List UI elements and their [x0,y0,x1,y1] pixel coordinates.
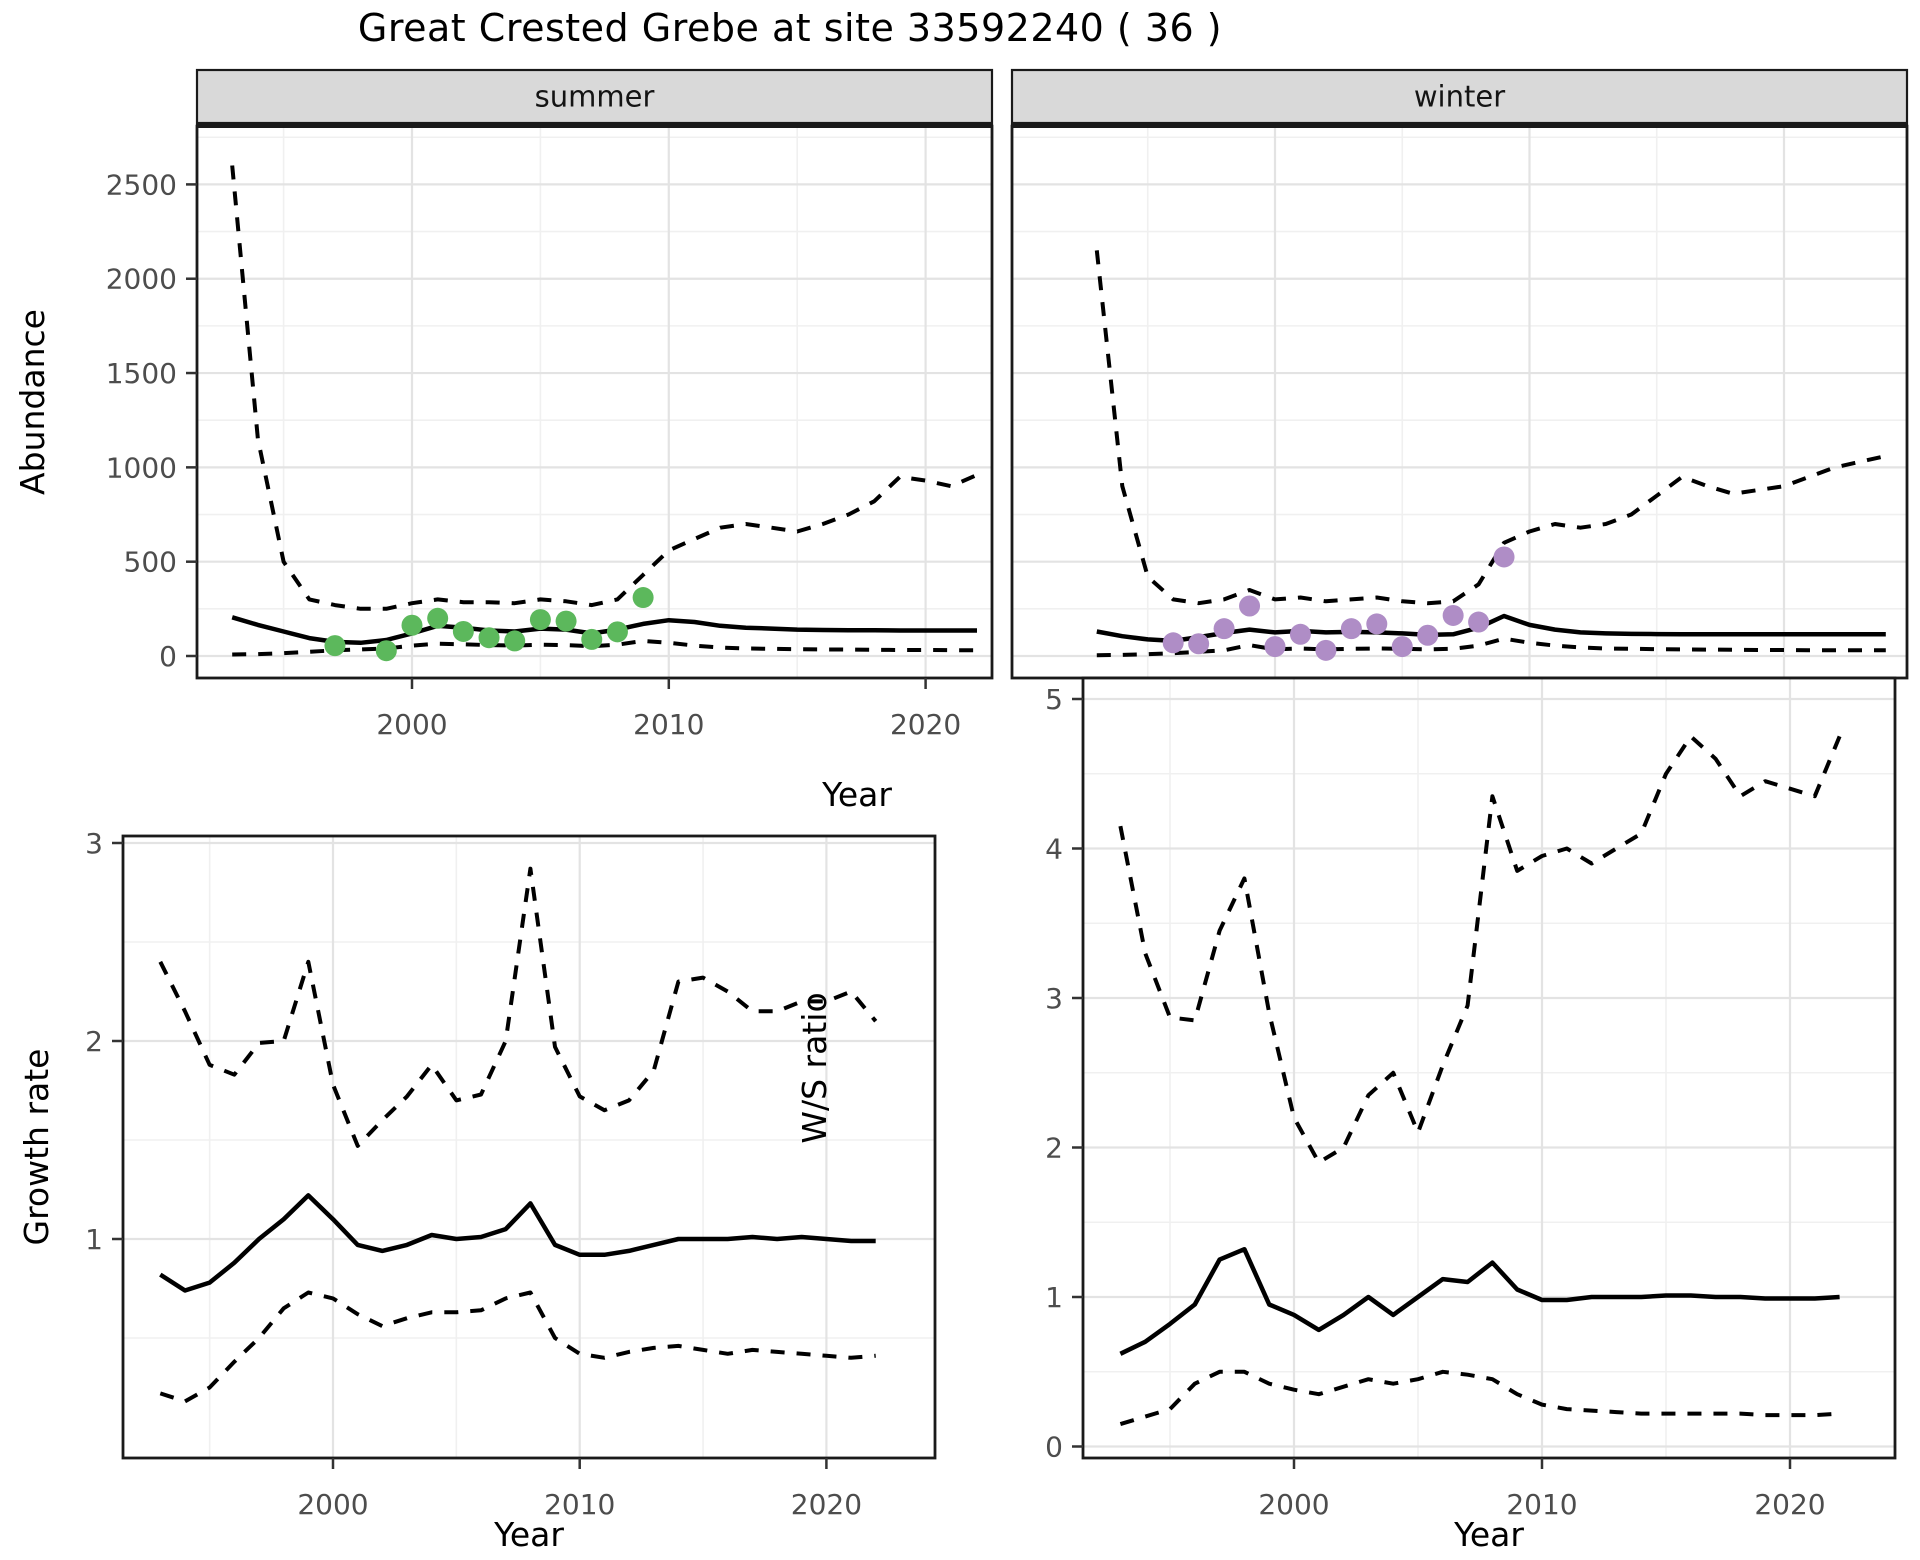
x-tick-label: 2010 [544,1488,615,1521]
abundance-summer-observation-point [632,587,654,609]
y-tick-label: 2000 [106,263,177,296]
x-tick-label: 2010 [1506,1488,1577,1521]
y-tick-label: 1500 [106,357,177,390]
y-tick-label: 1 [85,1223,103,1256]
abundance-winter-observation-point [1366,613,1388,635]
abundance-winter-observation-point [1162,632,1184,654]
abundance-summer-observation-point [452,620,474,642]
abundance-summer-observation-point [375,640,397,662]
y-tick-label: 2 [85,1025,103,1058]
abundance-summer-observation-point [555,610,577,632]
y-tick-label: 2 [1045,1132,1063,1165]
abundance-winter-observation-point [1289,623,1311,645]
abundance-winter-upper95CI-line [1094,250,1887,606]
abundance-summer-observation-point [427,607,449,629]
y-tick-label: 1000 [106,451,177,484]
x-tick-label: 2000 [297,1488,368,1521]
abundance-summer-observation-point [581,628,603,650]
y-tick-label: 0 [1045,1431,1063,1464]
x-tick-label: 2020 [1754,1488,1825,1521]
panel-border-growth-rate [121,834,937,1460]
x-axis-title-year-top: Year [821,775,892,814]
abundance-summer-lower95CI-line [232,638,978,657]
x-axis-title-year-growth: Year [493,1515,564,1554]
abundance-winter-observation-point [1468,611,1490,633]
panel-background-ws-ratio [1083,678,1895,1458]
y-axis-title-abundance: Abundance [13,309,52,495]
ws-ratio-lower95CI-line [1119,1369,1840,1427]
ws-ratio-upper95CI-line [1118,734,1842,1165]
abundance-summer-observation-point [504,630,526,652]
y-tick-label: 3 [85,827,103,860]
x-tick-label: 2000 [376,708,447,741]
abundance-winter-observation-point [1188,633,1210,655]
y-tick-label: 5 [1045,683,1063,716]
ws-ratio-estimate-line [1119,1246,1840,1356]
panel-background-abundance-summer [197,126,992,678]
strip-label-abundance-winter: winter [1414,80,1505,114]
facet-strip-abundance-winter [1010,68,1909,125]
abundance-summer-observation-point [324,635,346,657]
panel-background-growth-rate [123,836,935,1458]
growth-rate-estimate-line [159,1193,876,1293]
y-axis-title-growth: Growth rate [17,1049,56,1246]
abundance-summer-observation-point [529,609,551,631]
chart-title: Great Crested Grebe at site 33592240 ( 3… [357,6,1223,50]
abundance-winter-observation-point [1493,546,1515,568]
y-tick-label: 1 [1045,1281,1063,1314]
y-tick-label: 3 [1045,982,1063,1015]
y-axis-title-ws: W/S ratio [795,992,834,1143]
y-tick-label: 4 [1045,833,1063,866]
y-tick-label: 500 [124,546,177,579]
strip-label-abundance-summer: summer [535,80,655,114]
abundance-winter-lower95CI-line [1096,636,1886,658]
x-tick-label: 2020 [890,708,961,741]
abundance-summer-estimate-line [231,615,977,646]
abundance-winter-observation-point [1417,624,1439,646]
y-tick-label: 2500 [106,168,177,201]
abundance-winter-observation-point [1239,595,1261,617]
growth-rate-lower95CI-line [159,1290,876,1404]
abundance-summer-upper95CI-line [230,165,978,611]
abundance-summer-observation-point [478,627,500,649]
x-axis-title-year-ws: Year [1453,1515,1524,1554]
x-tick-label: 2010 [633,708,704,741]
abundance-winter-observation-point [1340,618,1362,640]
abundance-winter-observation-point [1213,618,1235,640]
x-tick-label: 2000 [1258,1488,1329,1521]
panel-background-abundance-winter [1012,126,1907,678]
facet-strip-abundance-summer [195,68,994,125]
abundance-summer-observation-point [401,614,423,636]
x-tick-label: 2020 [791,1488,862,1521]
abundance-winter-observation-point [1391,636,1413,658]
abundance-winter-observation-point [1264,636,1286,658]
abundance-winter-observation-point [1315,639,1337,661]
y-tick-label: 0 [159,640,177,673]
panel-border-ws-ratio [1081,676,1897,1460]
abundance-winter-observation-point [1442,604,1464,626]
abundance-summer-observation-point [606,621,628,643]
